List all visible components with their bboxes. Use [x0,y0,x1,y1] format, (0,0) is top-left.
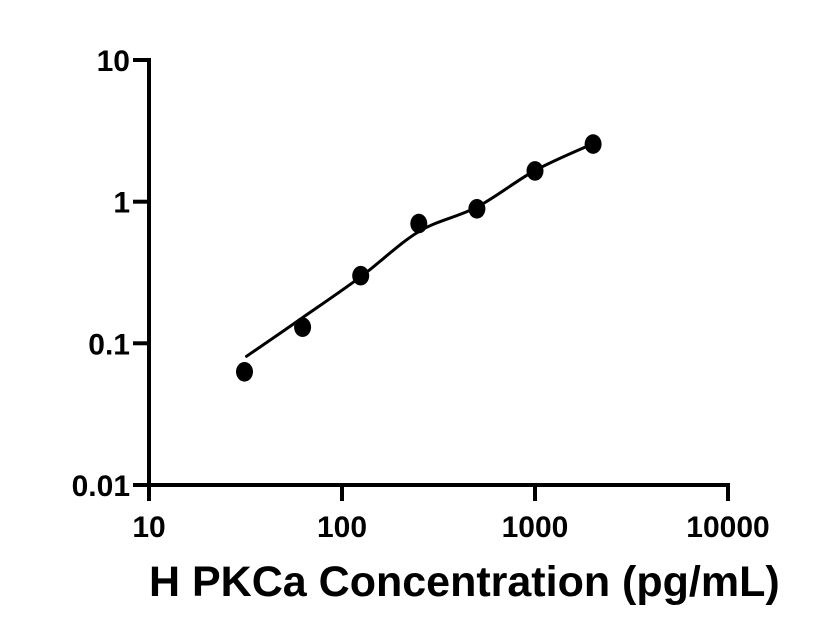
x-tick-label: 10000 [686,511,769,544]
x-axis-title: H PKCa Concentration (pg/mL) [149,558,780,606]
data-point-marker [584,134,602,154]
data-point-marker [410,213,428,234]
data-point-marker [236,362,253,382]
y-tick-label: 0.01 [72,470,130,503]
data-point-marker [468,199,486,219]
x-tick-label: 10 [132,511,165,544]
y-tick-label: 0.1 [88,328,130,361]
x-tick-label: 100 [317,511,367,544]
data-point-marker [294,317,312,338]
y-tick-label: 1 [113,187,130,220]
y-tick-label: 10 [97,45,130,78]
x-tick-label: 1000 [502,511,569,544]
data-point-marker [526,161,544,181]
data-point-marker [352,265,370,286]
